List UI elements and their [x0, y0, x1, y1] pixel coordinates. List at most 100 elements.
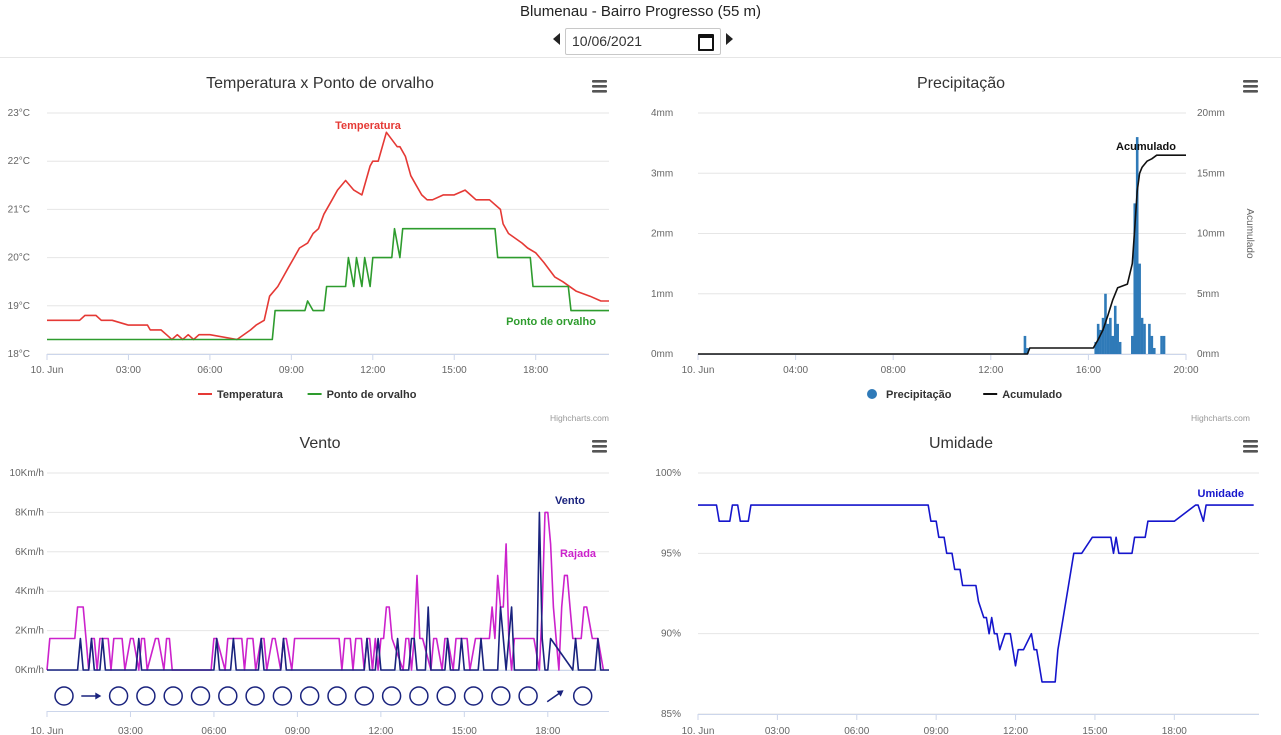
series-line	[698, 154, 1186, 355]
legend-symbol	[867, 389, 877, 399]
series-data-label: Ponto de orvalho	[506, 316, 596, 328]
menu-bar	[592, 90, 607, 93]
menu-bar	[592, 80, 607, 83]
highcharts-credit[interactable]: Highcharts.com	[1191, 413, 1250, 423]
precip-bar	[1152, 347, 1156, 354]
y-tick-label: 95%	[661, 548, 681, 559]
x-tick-label: 06:00	[844, 726, 869, 735]
y-tick-label: 10Km/h	[10, 468, 44, 479]
y-tick-label: 4mm	[651, 108, 673, 119]
x-tick-label: 10. Jun	[31, 365, 64, 376]
series-data-label: Rajada	[560, 548, 597, 560]
calm-circle-icon	[108, 686, 129, 706]
x-tick-label: 18:00	[523, 365, 548, 376]
precip-bar	[1135, 137, 1139, 354]
menu-bar	[592, 445, 607, 448]
menu-bar	[1243, 450, 1258, 453]
y-tick-label: 8Km/h	[15, 507, 44, 518]
hamburger-menu-icon[interactable]	[592, 440, 607, 453]
calm-circle-icon	[491, 686, 511, 706]
hamburger-menu-icon[interactable]	[1243, 440, 1258, 453]
precip-bar	[1109, 317, 1112, 354]
calendar-icon[interactable]	[698, 34, 714, 51]
precip-bar	[1113, 305, 1117, 354]
y-tick-label: 90%	[661, 629, 681, 640]
precip-bar	[1131, 335, 1134, 354]
calm-circle-icon	[381, 686, 402, 706]
y-tick-label: 21°C	[8, 204, 30, 215]
chart-title: Temperatura x Ponto de orvalho	[206, 75, 434, 92]
x-tick-label: 15:00	[442, 365, 467, 376]
menu-bar	[592, 440, 607, 443]
highcharts-credit[interactable]: Highcharts.com	[550, 413, 609, 423]
menu-bar	[1243, 90, 1258, 93]
y-tick-label: 22°C	[8, 156, 30, 167]
y2-tick-label: 15mm	[1197, 168, 1225, 179]
y2-tick-label: 10mm	[1197, 229, 1225, 240]
series-line	[47, 131, 609, 341]
arrow-head	[556, 690, 564, 697]
y-tick-label: 6Km/h	[15, 547, 44, 558]
calm-circle-icon	[218, 686, 238, 706]
y-tick-label: 2mm	[651, 229, 673, 240]
chart-title: Umidade	[929, 435, 993, 452]
calm-circle-icon	[518, 686, 538, 706]
calm-circle-icon	[299, 686, 320, 706]
chart-title: Precipitação	[917, 75, 1005, 92]
y-tick-label: 18°C	[8, 349, 30, 360]
y2-tick-label: 5mm	[1197, 289, 1219, 300]
series-data-label: Temperatura	[335, 120, 402, 132]
y-tick-label: 20°C	[8, 253, 30, 264]
series-data-label: Umidade	[1198, 488, 1244, 500]
precip-bar	[1148, 323, 1151, 354]
calm-circle-icon	[54, 686, 74, 706]
legend-item[interactable]: Temperatura	[198, 389, 284, 401]
precip-bar	[1160, 335, 1163, 354]
precip-bar	[1099, 329, 1102, 354]
calm-circle-icon	[354, 686, 375, 706]
hamburger-menu-icon[interactable]	[592, 80, 607, 93]
menu-bar	[1243, 85, 1258, 88]
calm-circle-icon	[436, 686, 456, 706]
precip-bar	[1150, 335, 1154, 354]
x-tick-label: 18:00	[535, 726, 560, 735]
wind-chart: Vento 0Km/h 2Km/h 4Km/h 6Km/h 8Km/h 10Km/h 10. …	[10, 435, 609, 735]
menu-bar	[1243, 445, 1258, 448]
y2-tick-label: 0mm	[1197, 349, 1219, 360]
calm-circle-icon	[272, 686, 293, 706]
series-line	[47, 511, 609, 671]
caret-left-icon[interactable]	[553, 33, 560, 45]
date-input[interactable]: 10/06/2021	[565, 28, 721, 55]
series-line	[46, 511, 605, 671]
hamburger-menu-icon[interactable]	[1243, 80, 1258, 93]
y-tick-label: 0Km/h	[15, 665, 44, 676]
legend-item[interactable]: Ponto de orvalho	[307, 389, 417, 401]
x-tick-label: 03:00	[116, 365, 141, 376]
legend-item[interactable]: Precipitação	[867, 389, 952, 401]
y-tick-label: 4Km/h	[15, 586, 44, 597]
precip-bar	[1094, 341, 1098, 354]
x-tick-label: 09:00	[279, 365, 304, 376]
precip-bar	[1111, 335, 1115, 354]
x-tick-label: 20:00	[1173, 365, 1198, 376]
x-tick-label: 08:00	[881, 365, 906, 376]
x-tick-label: 16:00	[1076, 365, 1101, 376]
precip-bar	[1026, 347, 1029, 354]
precip-bar	[1116, 323, 1119, 354]
precip-bar	[1118, 341, 1122, 354]
y-tick-label: 19°C	[8, 301, 30, 312]
caret-right-icon[interactable]	[726, 33, 733, 45]
calm-circle-icon	[190, 686, 211, 706]
legend-label: Acumulado	[1002, 389, 1062, 401]
y-tick-label: 0mm	[651, 349, 673, 360]
x-tick-label: 10. Jun	[682, 726, 715, 735]
x-tick-label: 03:00	[765, 726, 790, 735]
calm-circle-icon	[163, 686, 183, 706]
legend-label: Temperatura	[217, 389, 284, 401]
legend-item[interactable]: Acumulado	[983, 389, 1062, 401]
precip-bar	[1162, 335, 1166, 354]
page-header: Blumenau - Bairro Progresso (55 m) 10/06…	[0, 0, 1281, 58]
x-tick-label: 04:00	[783, 365, 808, 376]
calm-circle-icon	[245, 686, 265, 706]
x-tick-label: 09:00	[924, 726, 949, 735]
